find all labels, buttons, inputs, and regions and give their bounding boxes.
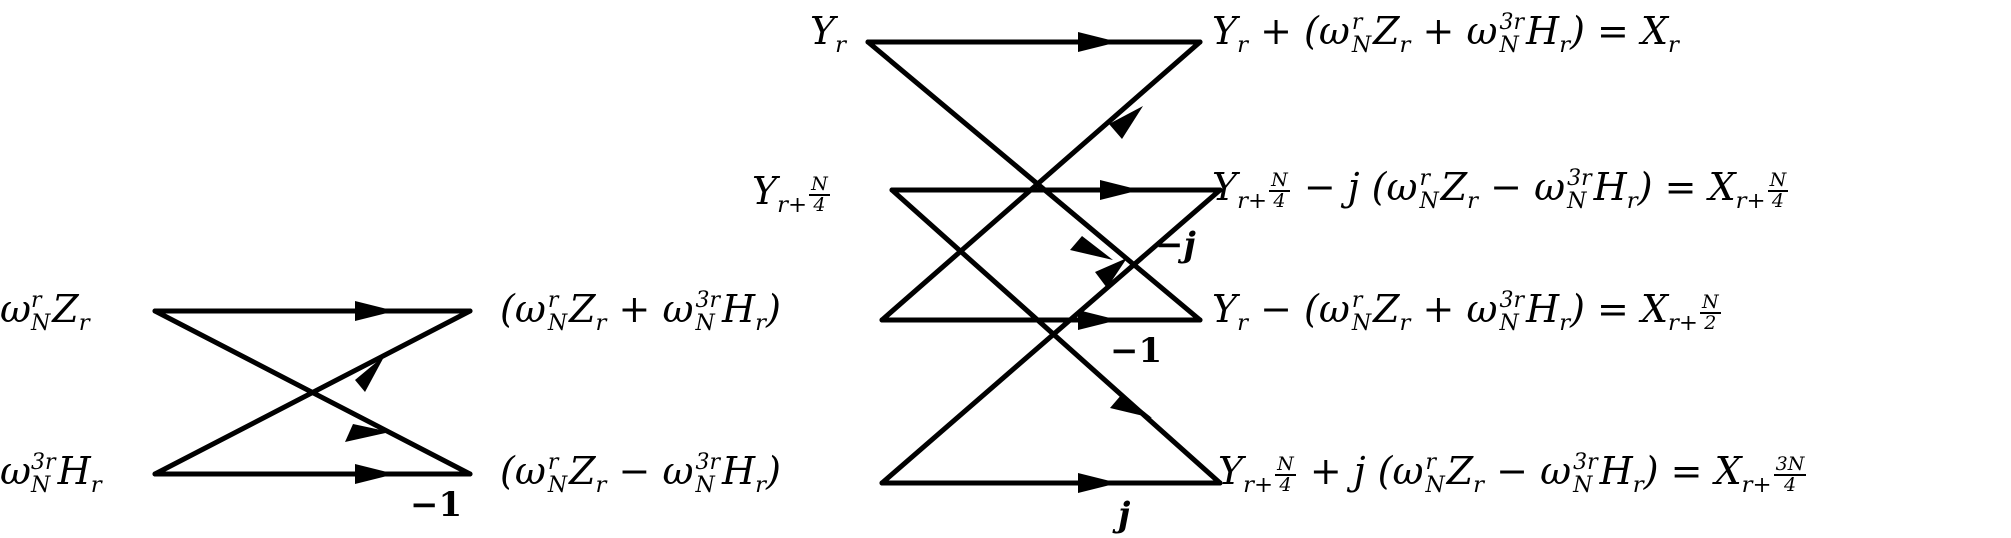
- arrow-diff-x3: [1078, 473, 1118, 493]
- arrow-yr-x2: [1070, 236, 1113, 260]
- edge-yr-to-x2: [865, 39, 1203, 323]
- label-wz: ω r N Zr: [0, 287, 90, 336]
- label-wh: ω 3r N Hr: [0, 449, 102, 498]
- arrow-sum-x0: [1109, 106, 1143, 139]
- twiddle-neg-one-right: −1: [1110, 331, 1163, 371]
- arrow-wz-diff: [345, 424, 390, 442]
- arrow-yrn4-x3: [1110, 394, 1152, 418]
- twiddle-j: j: [1118, 495, 1131, 535]
- edge-diff-to-x1: [879, 187, 1223, 486]
- arrow-wh-sum: [355, 355, 385, 392]
- edge-yrn4-to-x3: [889, 187, 1223, 486]
- arrow-yrn4-x1: [1100, 180, 1140, 200]
- arrow-sum-x2: [1078, 310, 1118, 330]
- edge-wh-to-sum: [152, 308, 473, 477]
- arrow-wz-sum: [355, 301, 395, 321]
- edge-sum-to-x0: [879, 39, 1203, 323]
- label-diff: (ω r N Zr − ω 3r N Hr): [500, 449, 781, 498]
- label-x0: Yr + (ω r N Zr + ω 3r N Hr) = Xr: [1212, 9, 1679, 58]
- label-yr-n4: Yr+ N 4: [752, 169, 830, 218]
- arrow-diff-x1: [1095, 258, 1127, 288]
- arrow-wh-diff: [355, 464, 395, 484]
- arrow-yr-x0: [1078, 32, 1118, 52]
- label-sum: (ω r N Zr + ω 3r N Hr): [500, 287, 781, 336]
- label-x3: Yr+ N 4 + j (ω r N Zr − ω 3r N Hr) = Xr+ 3N 4: [1218, 449, 1807, 498]
- label-x2: Yr − (ω r N Zr + ω 3r N Hr) = Xr+ N 2: [1212, 287, 1721, 336]
- label-x1: Yr+ N 4 − j (ω r N Zr − ω 3r N Hr) = Xr+ N 4: [1212, 165, 1789, 214]
- twiddle-neg-one-left: −1: [410, 485, 463, 525]
- label-yr: Yr: [810, 9, 846, 58]
- twiddle-neg-j: −j: [1155, 225, 1196, 265]
